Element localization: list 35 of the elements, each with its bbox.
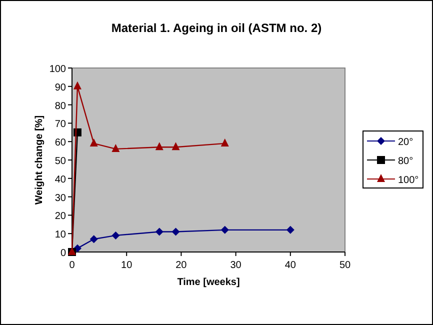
y-tick-label: 20	[54, 211, 66, 222]
x-tick-label: 30	[230, 260, 242, 271]
point	[220, 138, 229, 146]
y-tick-label: 0	[60, 248, 66, 259]
point	[155, 228, 164, 236]
point	[112, 231, 120, 240]
y-tick-label: 70	[54, 119, 66, 130]
y-tick-label: 10	[54, 230, 66, 241]
point	[220, 226, 229, 234]
y-tick-label: 30	[54, 192, 66, 204]
chart-title: Material 1. Ageing in oil (ASTM no. 2)	[111, 21, 322, 35]
point	[112, 144, 120, 152]
point	[286, 226, 294, 234]
x-tick-label: 40	[284, 260, 296, 271]
x-tick-label: 20	[176, 260, 188, 271]
x-tick-label: 10	[121, 260, 133, 271]
y-tick-label: 100	[49, 64, 66, 75]
legend-label: 100°	[398, 175, 419, 186]
y-tick-label: 60	[54, 138, 66, 149]
point	[90, 235, 98, 244]
x-axis-title: Time [weeks]	[177, 277, 240, 288]
y-tick-label: 90	[54, 82, 66, 94]
legend-label: 80°	[398, 156, 414, 167]
point	[73, 81, 82, 90]
y-tick-label: 80	[54, 100, 66, 112]
point	[155, 142, 164, 150]
y-tick-label: 50	[54, 156, 66, 167]
legend-label: 20°	[398, 137, 414, 148]
x-tick-label: 0	[69, 260, 76, 271]
x-tick-label: 50	[339, 260, 351, 271]
y-tick-label: 40	[54, 174, 66, 186]
point	[90, 138, 98, 146]
point	[172, 228, 180, 236]
point	[172, 142, 180, 150]
y-axis-title: Weight change [%]	[34, 115, 45, 205]
